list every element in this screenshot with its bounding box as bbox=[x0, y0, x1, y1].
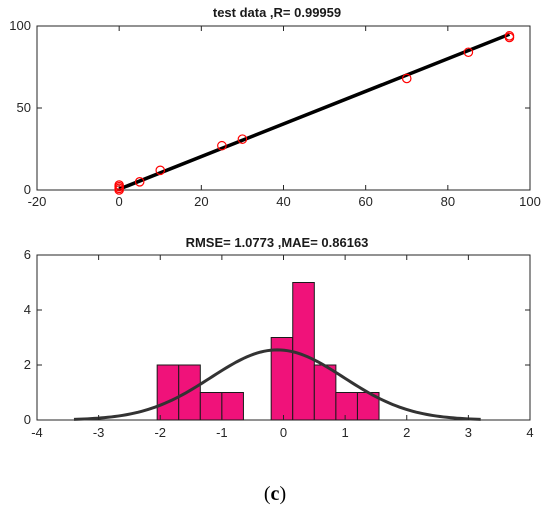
histogram-title: RMSE= 1.0773 ,MAE= 0.86163 bbox=[186, 235, 369, 250]
scatter-title: test data ,R= 0.99959 bbox=[213, 5, 341, 20]
scatter-panel: test data ,R= 0.99959 -20 0 20 40 60 80 100050… bbox=[9, 5, 541, 209]
normal-fit-curve bbox=[73, 348, 481, 421]
histogram-bar bbox=[199, 392, 223, 421]
scatter-fit-line bbox=[118, 32, 511, 191]
histogram-bar bbox=[178, 364, 201, 421]
caption-close: ) bbox=[279, 483, 286, 505]
scatter-point bbox=[217, 140, 227, 151]
scatter-plot-area bbox=[36, 25, 531, 191]
caption-letter: c bbox=[271, 483, 280, 505]
scatter-point bbox=[155, 165, 166, 176]
histogram-bar bbox=[156, 364, 180, 421]
scatter-ytick-label: 50 bbox=[17, 100, 31, 115]
scatter-xtick-label: 80 bbox=[441, 194, 455, 209]
histogram-ytick-label: 6 bbox=[24, 247, 31, 262]
figure-caption: (c) bbox=[264, 483, 286, 505]
scatter-xtick-label: 60 bbox=[358, 194, 372, 209]
histogram-xtick-label: -3 bbox=[93, 425, 105, 440]
scatter-point bbox=[114, 180, 124, 190]
histogram-xtick-label: -1 bbox=[216, 425, 228, 440]
histogram-xtick-label: 3 bbox=[465, 425, 472, 440]
scatter-point bbox=[504, 31, 515, 41]
histogram-bar bbox=[313, 364, 337, 421]
scatter-xtick-label: -20 bbox=[28, 194, 47, 209]
histogram-xtick-label: -4 bbox=[31, 425, 43, 440]
scatter-fit-line-group bbox=[118, 32, 511, 191]
caption-open: ( bbox=[264, 483, 271, 505]
scatter-point bbox=[237, 134, 248, 144]
scatter-point bbox=[401, 73, 412, 84]
histogram-xtick-label: 0 bbox=[280, 425, 287, 440]
histogram-ytick-label: 4 bbox=[24, 302, 31, 317]
scatter-xtick-label: 100 bbox=[519, 194, 541, 209]
histogram-bars bbox=[156, 282, 380, 421]
scatter-ytick-label: 0 bbox=[24, 182, 31, 197]
histogram-xtick-label: 4 bbox=[526, 425, 533, 440]
histogram-bar bbox=[221, 392, 244, 421]
scatter-points bbox=[114, 31, 515, 195]
histogram-panel: RMSE= 1.0773 ,MAE= 0.86163 -4 -3 -2 -1 0 1 2 3 4… bbox=[24, 235, 534, 440]
histogram-xtick-label: 2 bbox=[403, 425, 410, 440]
histogram-ticks: -4 -3 -2 -1 0 1 2 3 4 0 2 4 6 bbox=[24, 247, 534, 440]
histogram-ytick-label: 0 bbox=[24, 412, 31, 427]
histogram-xtick-label: -2 bbox=[154, 425, 166, 440]
histogram-bar bbox=[335, 392, 358, 421]
histogram-xtick-label: 1 bbox=[342, 425, 349, 440]
scatter-point bbox=[463, 47, 474, 58]
normal-fit-curve-group bbox=[73, 348, 481, 421]
scatter-point bbox=[134, 177, 145, 187]
histogram-ytick-label: 2 bbox=[24, 357, 31, 372]
scatter-ytick-label: 100 bbox=[9, 18, 31, 33]
scatter-xtick-label: 20 bbox=[194, 194, 208, 209]
scatter-xtick-label: 0 bbox=[116, 194, 123, 209]
scatter-xtick-label: 40 bbox=[276, 194, 290, 209]
